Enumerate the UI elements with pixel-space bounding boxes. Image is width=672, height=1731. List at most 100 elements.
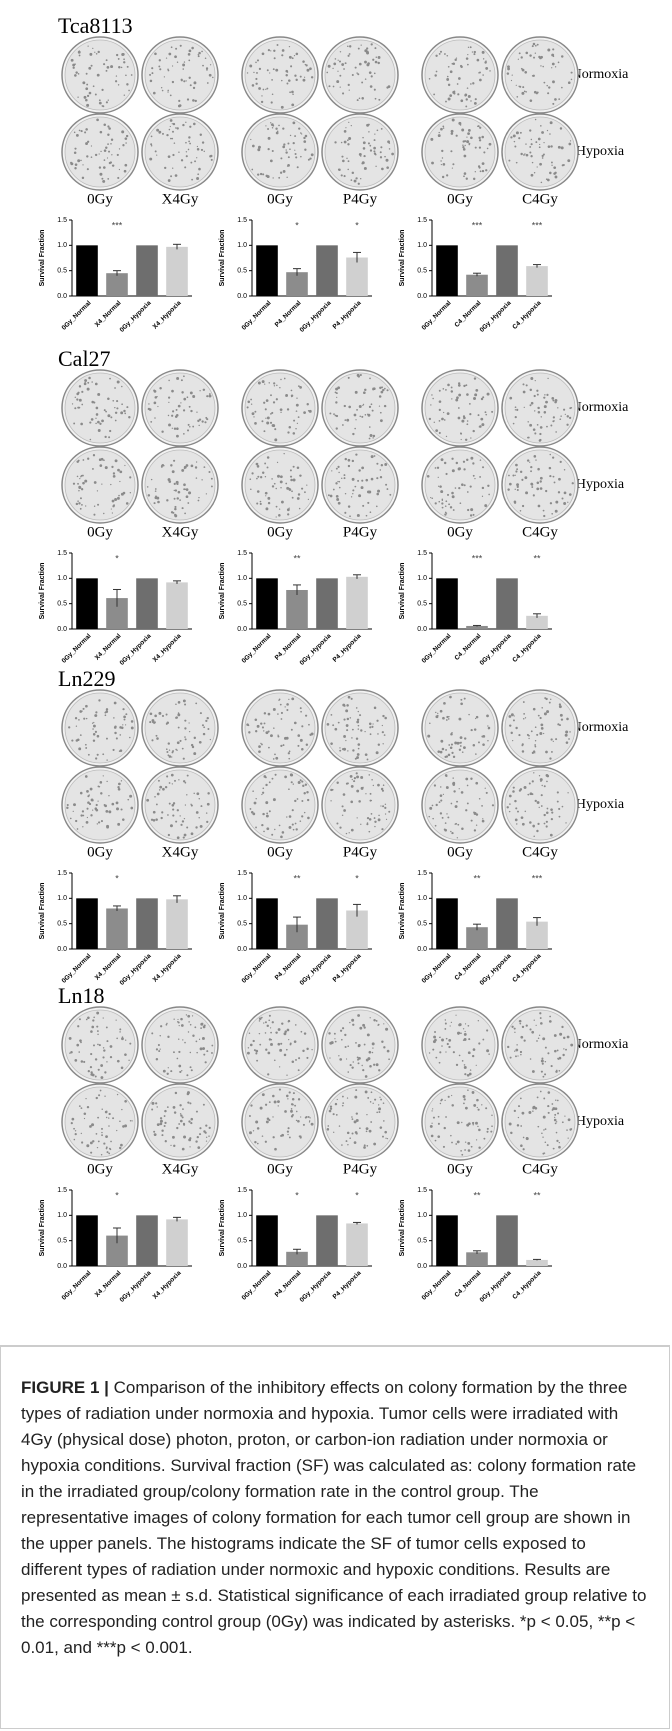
- colony: [154, 488, 157, 490]
- colony: [197, 54, 200, 56]
- colony: [188, 491, 192, 495]
- colony: [536, 423, 539, 426]
- colony: [460, 432, 462, 435]
- colony: [353, 780, 356, 783]
- colony: [72, 482, 76, 485]
- colony: [372, 723, 374, 725]
- colony: [366, 413, 369, 416]
- colony: [370, 799, 373, 802]
- colony: [116, 380, 120, 384]
- colony: [179, 739, 182, 742]
- colony: [532, 428, 536, 431]
- colony: [334, 1102, 338, 1106]
- colony: [270, 122, 272, 124]
- colony: [452, 509, 455, 511]
- colony: [184, 1041, 186, 1044]
- colony: [119, 470, 123, 474]
- colony: [481, 819, 485, 823]
- colony: [74, 407, 77, 410]
- dish-well: [244, 372, 316, 444]
- colony: [282, 170, 286, 173]
- colony: [536, 1096, 539, 1099]
- colony: [469, 413, 472, 416]
- bar: [106, 273, 128, 296]
- colony: [187, 1014, 191, 1018]
- colony: [303, 140, 307, 143]
- y-tick-label: 1.5: [237, 217, 247, 224]
- colony: [93, 505, 96, 507]
- colony: [380, 463, 384, 467]
- colony: [130, 74, 133, 76]
- colony: [550, 424, 553, 427]
- colony: [296, 397, 298, 399]
- colony: [171, 137, 174, 140]
- colony: [283, 377, 286, 380]
- colony: [76, 398, 79, 401]
- colony: [434, 74, 437, 77]
- colony: [463, 384, 466, 388]
- colony: [296, 466, 300, 469]
- colony: [346, 1131, 350, 1135]
- colony: [533, 835, 535, 837]
- dish-well: [244, 1009, 316, 1081]
- colony: [518, 734, 521, 737]
- colony: [380, 146, 383, 149]
- colony: [522, 701, 525, 703]
- colony: [287, 1021, 290, 1023]
- colony: [186, 1074, 189, 1077]
- colony: [189, 1146, 191, 1148]
- colony: [290, 65, 293, 68]
- colony: [540, 723, 544, 727]
- colony: [161, 811, 164, 814]
- colony: [172, 802, 176, 805]
- colony: [550, 750, 553, 753]
- colony: [536, 91, 539, 94]
- colony: [359, 1026, 363, 1030]
- colony: [369, 377, 371, 380]
- colony: [544, 1046, 547, 1049]
- colony: [189, 391, 193, 395]
- bar: [346, 257, 368, 296]
- colony: [441, 157, 444, 159]
- colony: [174, 55, 177, 59]
- colony: [373, 139, 376, 142]
- colony: [338, 60, 342, 63]
- colony: [184, 804, 187, 806]
- colony: [111, 154, 113, 156]
- colony: [153, 390, 157, 393]
- colony: [82, 707, 85, 710]
- colony: [382, 1102, 385, 1104]
- colony: [78, 398, 82, 402]
- colony: [292, 432, 296, 435]
- colony: [552, 102, 555, 105]
- colony: [256, 477, 258, 480]
- colony: [362, 147, 366, 150]
- colony: [178, 1064, 182, 1068]
- colony: [374, 47, 377, 50]
- colony: [432, 1048, 435, 1051]
- colony: [371, 778, 373, 781]
- colony: [302, 1049, 305, 1053]
- colony: [437, 712, 439, 715]
- colony: [77, 500, 79, 502]
- colony: [351, 778, 353, 781]
- colony: [360, 44, 362, 46]
- colony: [456, 396, 459, 400]
- colony: [295, 1119, 298, 1122]
- colony: [351, 74, 354, 77]
- colony: [546, 84, 548, 87]
- colony: [91, 1025, 95, 1029]
- colony: [466, 1073, 470, 1077]
- colony: [561, 86, 563, 89]
- colony: [383, 734, 386, 736]
- colony: [160, 816, 163, 820]
- colony: [549, 121, 553, 125]
- y-tick-label: 0.5: [237, 1238, 247, 1245]
- colony: [456, 1140, 460, 1144]
- colony: [183, 61, 186, 63]
- colony: [294, 799, 297, 803]
- colony: [286, 176, 288, 179]
- colony: [360, 729, 363, 732]
- colony: [156, 154, 158, 156]
- colony: [68, 726, 71, 729]
